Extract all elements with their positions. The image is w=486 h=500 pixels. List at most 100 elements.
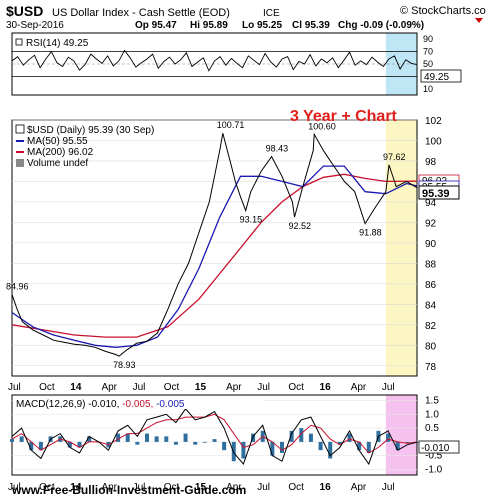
macd-histogram-bar [366, 441, 371, 453]
x-tick-label-bottom: 14 [70, 482, 82, 493]
price-tick-label: 88 [425, 259, 437, 270]
rsi-label-bg [14, 36, 99, 48]
macd-last-label: -0.010 [421, 443, 450, 454]
rsi-series-line [11, 49, 418, 72]
macd-line [11, 407, 418, 466]
macd-histogram-bar [328, 441, 333, 459]
price-tick-label: 86 [425, 280, 437, 291]
price-annotation-label: 91.88 [359, 228, 382, 238]
macd-histogram [10, 428, 419, 462]
price-last-labels: 96.02 95.55 95.39 [418, 174, 460, 200]
x-tick-label: 16 [320, 382, 332, 393]
macd-histogram-bar [289, 430, 294, 442]
macd-histogram-bar [395, 441, 400, 451]
macd-histogram-bar [29, 441, 34, 451]
price-annotation-label: 84.96 [6, 281, 29, 291]
macd-histogram-bar [135, 441, 140, 445]
rsi-tick-label: 10 [423, 84, 433, 94]
index-name: US Dollar Index - Cash Settle (EOD) [52, 7, 230, 19]
price-tick-label: 90 [425, 239, 437, 250]
price-last-label: 95.39 [422, 188, 450, 200]
macd-histogram-bar [164, 436, 169, 442]
macd-tick-label: -1.0 [425, 464, 443, 475]
price-highlight-region [385, 120, 417, 376]
x-axis-labels: Jul Jul Oct Oct 14 14 Apr Apr Jul Jul Oct Oct 15 15 Ap… [8, 382, 395, 493]
macd-panel: -1.0 -0.5 0.5 1.0 1.5 MACD(12,26,9) -0.010, … [10, 394, 460, 476]
macd-histogram-bar [318, 441, 323, 451]
x-tick-label-bottom: Apr [226, 482, 242, 493]
price-annotation-label: 92.52 [288, 221, 311, 231]
x-tick-label: Oct [39, 382, 55, 393]
price-annotation-label: 97.62 [383, 152, 406, 162]
x-tick-label-bottom: 15 [195, 482, 207, 493]
macd-histogram-bar [38, 441, 43, 451]
price-y-ticks: 7880828486889092949698100102 [425, 116, 442, 373]
price-tick-label: 78 [425, 362, 437, 373]
macd-histogram-bar [386, 433, 391, 442]
macd-histogram-bar [347, 433, 352, 442]
x-tick-label-bottom: Oct [39, 482, 55, 493]
price-annotations: 84.96 78.93 100.71 93.15 98.43 92.52 100.60 91.… [6, 120, 405, 370]
macd-histogram-bar [308, 433, 313, 442]
legend-ma50: MA(50) 95.55 [27, 136, 88, 147]
x-tick-label: Apr [351, 382, 367, 393]
rsi-highlight-region [385, 33, 417, 95]
ma200-line [11, 173, 418, 338]
chart-annotation: 3 Year + Chart [290, 108, 398, 125]
price-annotation-label: 100.71 [217, 120, 245, 130]
price-tick-label: 92 [425, 218, 437, 229]
chart-date: 30-Sep-2016 [6, 20, 64, 31]
macd-histogram-bar [212, 439, 217, 442]
macd-histogram-bar [77, 441, 82, 448]
x-tick-label-bottom: Oct [288, 482, 304, 493]
legend-swatch-volume [16, 159, 24, 167]
x-tick-label: 14 [70, 382, 82, 393]
high-value: Hi 95.89 [190, 20, 228, 31]
x-tick-label-bottom: 16 [320, 482, 332, 493]
x-tick-label: Jul [8, 382, 21, 393]
macd-histogram-bar [337, 441, 342, 445]
brand: © StockCharts.com [400, 5, 486, 17]
macd-label-bg [14, 397, 264, 409]
x-tick-label: Apr [101, 382, 117, 393]
x-tick-label: Jul [133, 382, 146, 393]
macd-histogram-bar [193, 441, 198, 445]
low-value: Lo 95.25 [242, 20, 282, 31]
legend-price: $USD (Daily) 95.39 (30 Sep) [27, 125, 154, 136]
macd-label: MACD(12,26,9) -0.010, -0.005, -0.005 [16, 399, 185, 410]
price-legend: $USD (Daily) 95.39 (30 Sep) MA(50) 95.55… [15, 124, 154, 169]
change-down-icon [475, 18, 483, 23]
macd-signal-line [11, 413, 418, 454]
x-tick-label: Apr [226, 382, 242, 393]
macd-histogram-bar [173, 441, 178, 445]
x-tick-label-bottom: Jul [382, 482, 395, 493]
rsi-tick-label: 70 [423, 47, 433, 57]
change-value: Chg -0.09 (-0.09%) [338, 20, 424, 31]
close-value: Cl 95.39 [292, 20, 330, 31]
macd-tick-label: -0.5 [425, 451, 443, 462]
x-tick-label: 15 [195, 382, 207, 393]
macd-histogram-bar [202, 441, 207, 443]
x-tick-label: Jul [257, 382, 270, 393]
x-tick-label: Oct [164, 382, 180, 393]
macd-histogram-bar [19, 436, 24, 442]
macd-histogram-bar [357, 441, 362, 451]
macd-last-box [418, 440, 460, 454]
macd-histogram-bar [280, 441, 284, 453]
open-value: Op 95.47 [135, 20, 177, 31]
macd-histogram-bar [67, 441, 72, 448]
price-tick-label: 102 [425, 116, 442, 127]
macd-tick-label: 1.0 [425, 409, 439, 420]
price-line [11, 132, 418, 357]
price-panel: 7880828486889092949698100102 84.9678.931… [6, 108, 460, 377]
macd-histogram-bar [145, 433, 149, 442]
macd-histogram-bar [125, 433, 130, 442]
macd-histogram-bar [270, 441, 275, 456]
rsi-label: RSI(14) 49.25 [26, 38, 89, 49]
price-tick-label: 84 [425, 300, 437, 311]
legend-swatch-price [15, 124, 25, 134]
legend-volume: Volume undef [27, 158, 88, 169]
symbol: $USD [6, 3, 43, 19]
x-tick-label-bottom: Apr [351, 482, 367, 493]
